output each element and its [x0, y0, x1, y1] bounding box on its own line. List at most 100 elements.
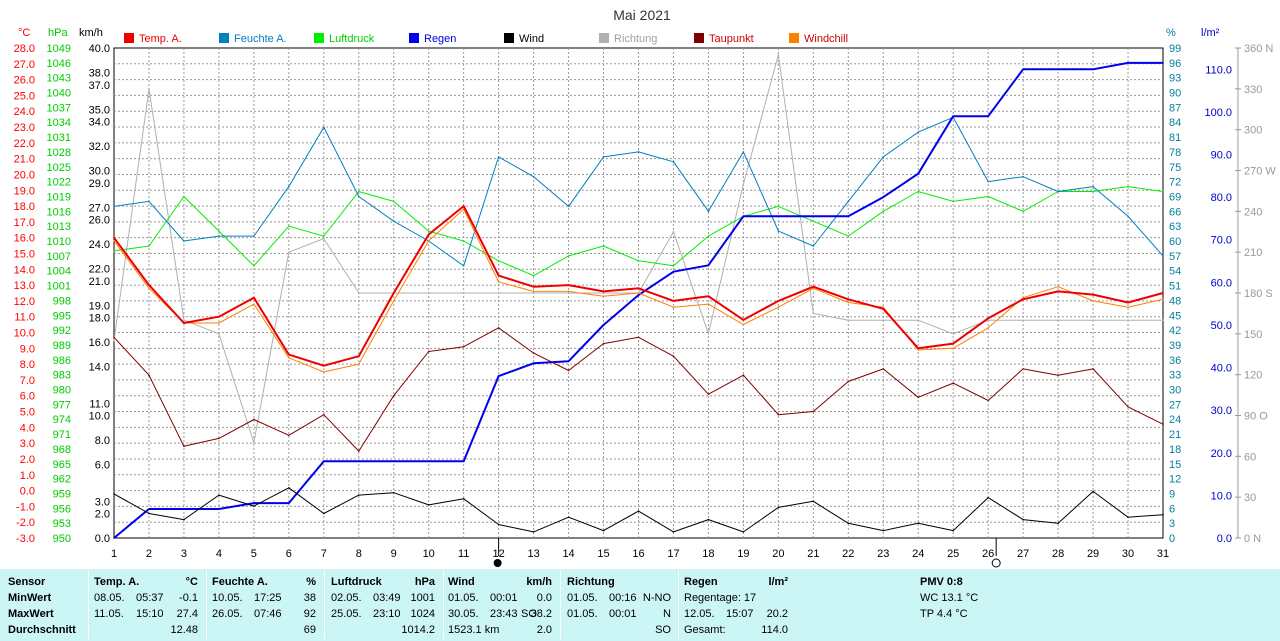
day-tick-label: 24 [912, 548, 924, 560]
data-point-luftdruck [812, 220, 815, 223]
data-point-temp [497, 274, 500, 277]
data-point-windchill [847, 301, 850, 304]
temp-tick-label: 22.0 [14, 138, 35, 150]
day-tick-label: 2 [146, 548, 152, 560]
data-point-wind [532, 531, 535, 533]
data-point-wind [742, 531, 745, 533]
rain-unit: l/m² [768, 576, 788, 588]
pressure-max-time: 23:10 [373, 608, 401, 620]
humidity-unit: % [306, 576, 316, 588]
wind-max-date: 30.05. [448, 608, 479, 620]
data-point-regen [1127, 62, 1129, 64]
data-point-wind [183, 518, 185, 521]
data-point-temp [777, 300, 780, 302]
data-point-windchill [742, 323, 745, 326]
humidity-tick-label: 48 [1169, 295, 1181, 307]
data-point-temp [987, 317, 989, 320]
direction-max-value: N [663, 608, 671, 620]
pressure-tick-label: 974 [53, 414, 71, 426]
day-tick-label: 7 [321, 548, 327, 560]
data-point-temp [392, 292, 395, 294]
humidity-tick-label: 93 [1169, 73, 1181, 85]
humidity-tick-label: 27 [1169, 399, 1181, 411]
day-tick-label: 31 [1157, 548, 1169, 560]
wind-min-value: 0.0 [536, 592, 552, 604]
data-point-wind [707, 518, 710, 521]
data-point-regen [148, 508, 150, 510]
data-point-taupunkt [742, 374, 745, 376]
data-point-regen [218, 508, 220, 510]
data-point-regen [427, 460, 430, 463]
day-tick-label: 29 [1087, 548, 1099, 560]
data-point-feuchte [987, 180, 989, 183]
legend-label: Taupunkt [709, 33, 754, 45]
data-point-feuchte [1057, 190, 1059, 193]
pmv-column: PMV 0:8 WC 13.1 °C TP 4.4 °C [900, 569, 1020, 641]
legend-swatch-regen [409, 33, 419, 43]
humidity-max-value: 92 [303, 608, 316, 620]
data-point-wind [1022, 518, 1024, 521]
data-point-wind [812, 500, 815, 503]
data-point-regen [567, 360, 570, 362]
day-tick-label: 13 [527, 548, 539, 560]
data-point-richtung [602, 292, 605, 294]
data-point-richtung [777, 54, 780, 56]
data-point-luftdruck [218, 230, 220, 232]
pmv-windchill: WC 13.1 °C [920, 592, 979, 604]
data-point-regen [1057, 68, 1059, 71]
chart-title: Mai 2021 [613, 7, 671, 23]
temp-axis-unit: °C [18, 27, 30, 39]
data-point-wind [987, 496, 989, 499]
data-point-richtung [812, 312, 815, 315]
data-point-feuchte [812, 245, 815, 247]
temp-unit: °C [185, 576, 198, 588]
max-row-label: MaxWert [8, 608, 54, 620]
humidity-tick-label: 60 [1169, 236, 1181, 248]
wind-tick-label: 2.0 [95, 509, 110, 521]
humidity-tick-label: 75 [1169, 162, 1181, 174]
day-tick-label: 23 [877, 548, 889, 560]
data-point-richtung [288, 251, 290, 253]
data-point-windchill [532, 290, 535, 293]
data-point-windchill [288, 357, 290, 359]
wind-tick-label: 35.0 [89, 104, 110, 116]
pressure-tick-label: 1037 [47, 102, 71, 114]
wind-tick-label: 10.0 [89, 411, 110, 423]
data-point-windchill [882, 306, 885, 309]
humidity-tick-label: 84 [1169, 117, 1181, 129]
data-point-temp [812, 285, 815, 288]
data-point-wind [462, 498, 465, 500]
day-tick-label: 11 [458, 548, 469, 560]
data-point-luftdruck [1092, 190, 1094, 193]
data-point-temp [532, 285, 535, 288]
temp-min-value: -0.1 [179, 592, 198, 604]
humidity-tick-label: 42 [1169, 325, 1181, 337]
temp-avg-value: 12.48 [170, 624, 198, 636]
legend-label: Luftdruck [329, 33, 375, 45]
data-point-regen [497, 375, 500, 377]
day-tick-label: 17 [667, 548, 679, 560]
data-point-regen [602, 324, 605, 326]
data-point-taupunkt [462, 345, 465, 348]
statistics-footer: Sensor MinWert MaxWert Durchschnitt Temp… [0, 569, 1280, 641]
data-point-windchill [602, 295, 605, 297]
humidity-avg-value: 69 [303, 624, 316, 636]
pressure-unit: hPa [414, 576, 435, 588]
data-point-richtung [462, 292, 465, 294]
data-point-luftdruck [288, 225, 290, 227]
humidity-tick-label: 39 [1169, 340, 1181, 352]
humidity-tick-label: 57 [1169, 251, 1181, 263]
data-point-luftdruck [1162, 190, 1164, 193]
data-point-feuchte [392, 220, 395, 223]
data-point-wind [952, 529, 954, 532]
data-point-luftdruck [672, 264, 675, 267]
pressure-tick-label: 959 [53, 488, 71, 500]
wind-tick-label: 3.0 [95, 496, 110, 508]
wind-tick-label: 24.0 [89, 239, 110, 251]
data-point-wind [427, 504, 430, 506]
pressure-tick-label: 989 [53, 340, 71, 352]
wind-header: Wind [448, 576, 475, 588]
data-point-temp [1022, 298, 1024, 301]
day-tick-label: 8 [356, 548, 362, 560]
data-point-wind [672, 531, 675, 533]
